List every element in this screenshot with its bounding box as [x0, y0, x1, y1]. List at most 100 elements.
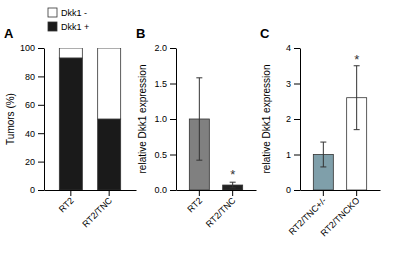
panel: RT2/TNC+/-RT2/TNCKO0 1 2 3 4 relative Dkk1 ex…: [260, 26, 381, 239]
x-tick: RT2: [57, 190, 76, 214]
legend: Dkk1 - Dkk1 +: [48, 8, 89, 32]
plot-area: [59, 48, 120, 190]
error-bar: [196, 78, 202, 160]
y-axis: 0.0 0.5 1.0 1.5 2.0: [154, 43, 176, 195]
y-tick-label: 0: [30, 185, 35, 195]
error-bar: [354, 66, 360, 130]
x-axis: RT2RT2/TNC: [177, 190, 257, 229]
x-tick-mark: [199, 190, 200, 196]
panel: RT2RT2/TNC020406080100Tumors (%)ADkk1 -D…: [4, 8, 137, 229]
y-tick-label: 80: [25, 72, 35, 82]
y-tick: 4: [286, 43, 300, 53]
y-axis-label: relative Dkk1 expression: [261, 65, 272, 174]
y-tick-label: 40: [25, 129, 35, 139]
x-tick: RT2: [185, 190, 204, 214]
y-tick: 2.0: [154, 43, 176, 53]
panel-title: C: [260, 26, 270, 41]
x-tick-mark: [70, 190, 71, 196]
y-tick-label: 3: [286, 79, 291, 89]
y-tick: 20: [25, 157, 44, 167]
bar-segment: [59, 48, 82, 58]
panel-title: A: [4, 26, 14, 41]
y-tick-label: 0.0: [154, 185, 167, 195]
y-tick: 3: [286, 79, 300, 89]
chart-svg: RT2RT2/TNC020406080100Tumors (%)ADkk1 -D…: [0, 0, 405, 260]
y-tick: 60: [25, 100, 44, 110]
y-tick-mark: [170, 190, 176, 191]
y-tick: 1.0: [154, 114, 176, 124]
y-tick-label: 1.0: [154, 114, 167, 124]
x-axis-line: [45, 190, 137, 191]
y-tick-mark: [294, 119, 300, 120]
y-tick-mark: [38, 48, 44, 49]
y-tick: 40: [25, 129, 44, 139]
plot-area: [313, 66, 366, 190]
y-tick-mark: [294, 84, 300, 85]
x-tick-label: RT2: [185, 195, 204, 214]
y-axis: 0 1 2 3 4: [286, 43, 301, 195]
y-tick-label: 4: [286, 43, 291, 53]
legend-label: Dkk1 -: [61, 8, 87, 18]
y-tick-mark: [170, 48, 176, 49]
legend-swatch: [48, 8, 57, 17]
panel: RT2RT2/TNC 0.0 0.5 1.0 1.5 2.0 relative Dkk1 e…: [136, 26, 257, 229]
y-tick-label: 2: [286, 114, 291, 124]
x-axis-line: [177, 190, 257, 191]
legend-item: Dkk1 +: [48, 22, 89, 32]
y-tick-label: 20: [25, 157, 35, 167]
bar-segment: [98, 119, 121, 190]
x-axis: RT2/TNC+/-RT2/TNCKO: [287, 190, 381, 239]
legend-swatch: [48, 22, 57, 31]
y-tick: 1.5: [154, 79, 176, 89]
panel-title: B: [136, 26, 145, 41]
y-tick: 100: [20, 43, 44, 53]
y-tick-mark: [170, 84, 176, 85]
y-axis-line: [176, 49, 177, 191]
y-axis: 0 20 40 60 80 100: [20, 43, 45, 195]
y-axis-label: Tumors (%): [5, 93, 16, 145]
y-tick-mark: [170, 155, 176, 156]
y-tick: 1: [286, 150, 300, 160]
y-axis-line: [44, 49, 45, 191]
y-tick-label: 1.5: [154, 79, 167, 89]
y-tick-label: 2.0: [154, 43, 167, 53]
x-tick-mark: [232, 190, 233, 196]
x-tick: RT2/TNC: [204, 190, 238, 229]
y-tick-label: 0: [286, 185, 291, 195]
annotation: *: [230, 167, 235, 182]
x-tick-label: RT2/TNC: [80, 195, 114, 229]
x-tick-mark: [109, 190, 110, 196]
y-tick: 0.5: [154, 150, 176, 160]
legend-item: Dkk1 -: [48, 8, 87, 18]
y-tick-mark: [38, 133, 44, 134]
y-tick-mark: [38, 105, 44, 106]
plot-area: [189, 78, 242, 190]
y-tick-mark: [38, 190, 44, 191]
y-tick: 0: [286, 185, 300, 195]
y-tick-mark: [38, 162, 44, 163]
y-tick-mark: [294, 48, 300, 49]
x-tick-label: RT2/TNC: [204, 195, 238, 229]
legend-label: Dkk1 +: [61, 22, 89, 32]
y-tick-mark: [294, 155, 300, 156]
y-tick-label: 0.5: [154, 150, 167, 160]
x-axis: RT2RT2/TNC: [45, 190, 137, 229]
bar-segment: [98, 48, 121, 119]
error-bar: [230, 182, 236, 188]
x-tick: RT2/TNC: [80, 190, 114, 229]
y-tick-label: 1: [286, 150, 291, 160]
y-tick: 0.0: [154, 185, 176, 195]
chart-root: RT2RT2/TNC020406080100Tumors (%)ADkk1 -D…: [0, 0, 405, 260]
y-tick-mark: [38, 76, 44, 77]
x-tick-label: RT2/TNCKO: [319, 195, 362, 238]
y-tick: 2: [286, 114, 300, 124]
x-tick-mark: [356, 190, 357, 196]
x-axis-line: [301, 190, 381, 191]
bar-segment: [59, 58, 82, 190]
annotation: *: [354, 52, 359, 67]
y-axis-line: [300, 49, 301, 191]
y-axis-label: relative Dkk1 expression: [137, 65, 148, 174]
y-tick-label: 100: [20, 43, 35, 53]
x-tick: RT2/TNCKO: [319, 190, 362, 239]
error-bar: [320, 142, 326, 167]
